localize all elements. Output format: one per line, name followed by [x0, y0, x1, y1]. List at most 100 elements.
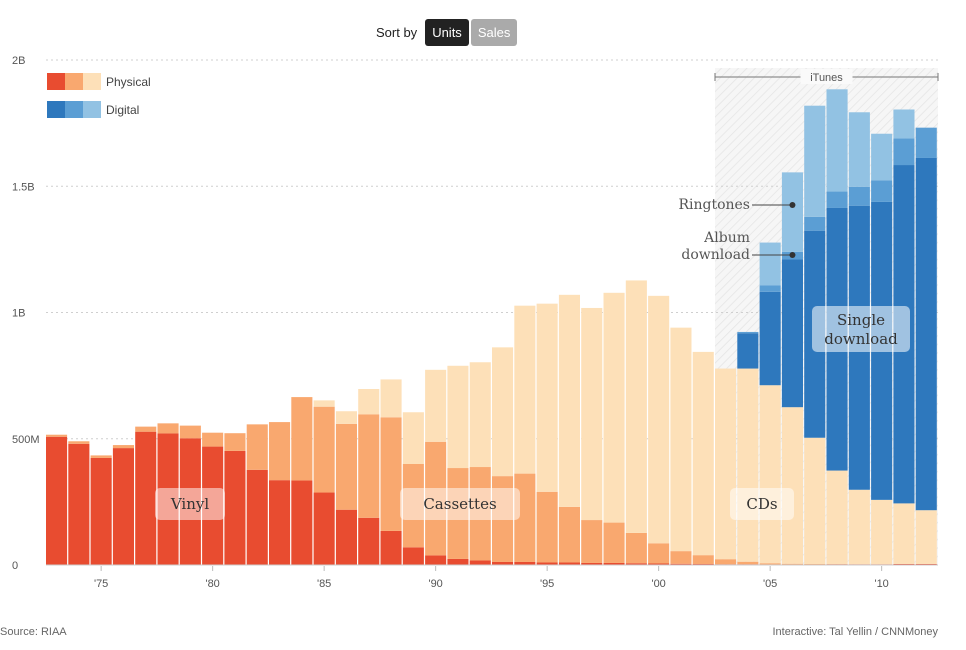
bar-vinyl: [670, 563, 692, 565]
bar-cds: [402, 412, 424, 464]
bar-cds: [804, 437, 826, 564]
bar-cassettes: [737, 561, 759, 565]
bar-cassettes: [358, 414, 380, 518]
legend-swatch-digital: [47, 101, 65, 118]
bar-vinyl: [648, 563, 670, 565]
bar-album-download: [915, 127, 937, 158]
bar-single-download: [915, 157, 937, 511]
bar-cds: [670, 327, 692, 552]
bar-cassettes: [603, 522, 625, 563]
bar-vinyl: [469, 560, 491, 565]
bar-cassettes: [68, 441, 90, 444]
bar-cassettes: [581, 520, 603, 563]
bar-ringtones: [893, 109, 915, 139]
bar-cds: [603, 292, 625, 523]
bar-ringtones: [781, 172, 803, 252]
bar-vinyl: [581, 562, 603, 565]
legend-swatch-digital: [65, 101, 83, 118]
x-tick-label: '85: [317, 578, 331, 590]
bar-cassettes: [536, 491, 558, 563]
legend-swatch-physical: [83, 73, 101, 90]
bar-album-download: [804, 216, 826, 231]
legend-swatch-physical: [47, 73, 65, 90]
bar-cassettes: [90, 455, 112, 458]
bar-vinyl: [135, 431, 157, 565]
bar-cassettes: [246, 424, 268, 470]
bar-vinyl: [46, 436, 68, 565]
bar-ringtones: [871, 133, 893, 181]
bar-cds: [781, 407, 803, 564]
bar-cds: [380, 379, 402, 418]
bar-ringtones: [826, 89, 848, 192]
bar-cassettes: [335, 423, 357, 510]
bar-vinyl: [536, 562, 558, 565]
bar-vinyl: [68, 443, 90, 565]
bar-vinyl: [915, 563, 937, 565]
music-sales-chart: 0 500M 1B 1.5B 2B '75 '80 '85 '90 '95 '00 '05 '10 iT…: [12, 55, 939, 590]
itunes-label-bg: [800, 69, 853, 84]
bar-cassettes: [804, 563, 826, 565]
bar-cds: [447, 365, 469, 469]
bar-cassettes: [135, 426, 157, 432]
x-tick-label: '00: [651, 578, 665, 590]
bar-vinyl: [558, 562, 580, 565]
sort-units-button[interactable]: Units: [425, 18, 469, 46]
bar-album-download: [759, 285, 781, 292]
bar-cds: [737, 368, 759, 562]
bar-vinyl: [335, 509, 357, 565]
bar-ringtones: [848, 112, 870, 187]
bar-cds: [893, 503, 915, 564]
bar-cds: [692, 351, 714, 556]
bar-cassettes: [179, 425, 201, 439]
bar-single-download: [759, 291, 781, 386]
bar-cds: [425, 369, 447, 442]
bar-cassettes: [715, 559, 737, 565]
bar-cds: [469, 362, 491, 468]
legend-swatch-digital: [83, 101, 101, 118]
x-tick-label: '75: [94, 578, 108, 590]
bar-vinyl: [447, 558, 469, 565]
cds-label-bg: [730, 488, 794, 520]
ringtones-dot: [789, 202, 796, 208]
source-note: Source: RIAA: [0, 626, 67, 638]
bar-vinyl: [313, 492, 335, 565]
sort-sales-button[interactable]: Sales: [470, 18, 518, 46]
bar-ringtones: [804, 105, 826, 217]
bar-cds: [848, 489, 870, 565]
bar-cds: [648, 295, 670, 544]
y-tick-label: 0: [12, 560, 18, 572]
x-tick-label: '05: [763, 578, 777, 590]
bar-cds: [558, 294, 580, 507]
bar-album-download: [826, 191, 848, 208]
bar-cds: [536, 303, 558, 492]
bar-cassettes: [759, 563, 781, 565]
bar-vinyl: [492, 561, 514, 565]
bar-vinyl: [402, 547, 424, 565]
bar-cassettes: [224, 433, 246, 451]
bar-cds: [492, 347, 514, 477]
bar-cassettes: [269, 422, 291, 481]
bar-cassettes: [781, 563, 803, 565]
album-download-dot: [789, 252, 796, 258]
legend-label-digital: Digital: [106, 103, 139, 117]
bar-album-download: [737, 331, 759, 334]
bar-cassettes: [313, 406, 335, 493]
bar-vinyl: [625, 563, 647, 565]
bar-cds: [358, 389, 380, 415]
bar-cds: [581, 307, 603, 521]
cassettes-label: Cassettes: [423, 495, 496, 513]
bar-cassettes: [692, 555, 714, 564]
bar-cassettes: [648, 543, 670, 564]
bar-cds: [335, 411, 357, 424]
bar-vinyl: [692, 563, 714, 565]
bar-vinyl: [269, 480, 291, 565]
axes: 0 500M 1B 1.5B 2B '75 '80 '85 '90 '95 '00 '05 '10: [12, 55, 938, 590]
bar-cassettes: [558, 506, 580, 563]
bar-cds: [514, 305, 536, 474]
bar-single-download: [737, 333, 759, 369]
sort-controls: Sort by Units Sales: [376, 18, 519, 46]
bar-album-download: [848, 186, 870, 206]
bar-vinyl: [603, 562, 625, 565]
bar-vinyl: [291, 480, 313, 565]
bar-album-download: [893, 138, 915, 166]
